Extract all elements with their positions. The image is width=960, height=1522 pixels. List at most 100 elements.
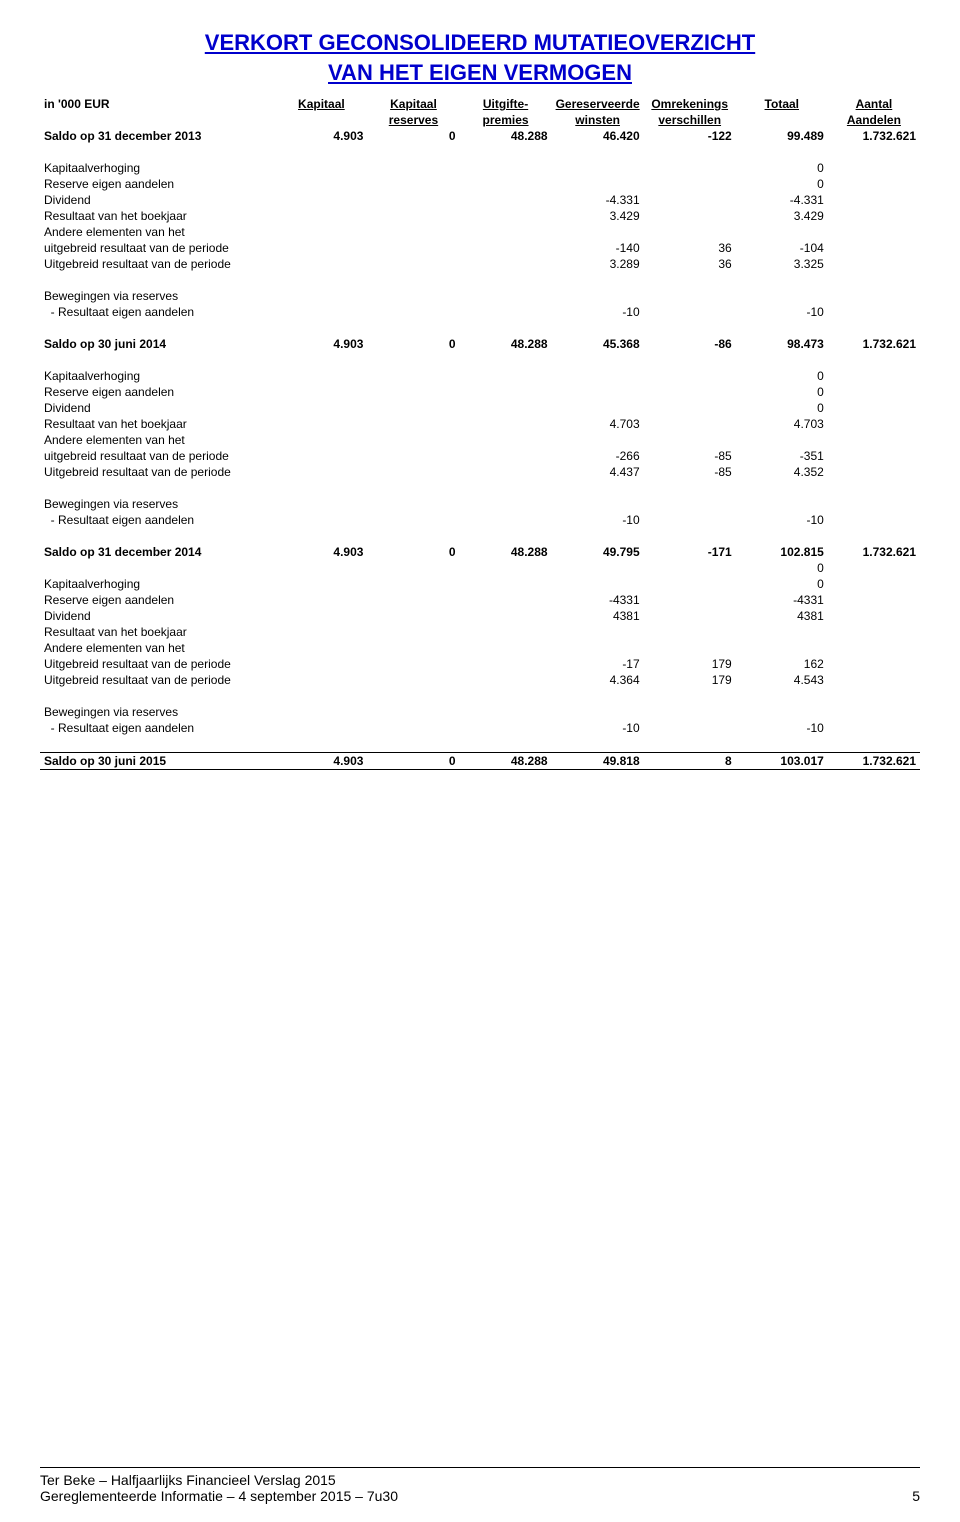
unit-label: in '000 EUR	[40, 96, 275, 128]
table-row: - Resultaat eigen aandelen-10-10	[40, 720, 920, 736]
cell	[275, 592, 367, 608]
cell	[828, 576, 920, 592]
page-title-line2: VAN HET EIGEN VERMOGEN	[40, 60, 920, 86]
col-header-3-b: winsten	[552, 112, 644, 128]
cell	[828, 176, 920, 192]
cell	[828, 384, 920, 400]
cell	[460, 496, 552, 512]
col-header-2-a: Uitgifte-	[460, 96, 552, 112]
col-header-2-b: premies	[460, 112, 552, 128]
cell	[828, 432, 920, 448]
cell	[275, 160, 367, 176]
cell: 46.420	[552, 128, 644, 144]
row-label: Kapitaalverhoging	[40, 576, 275, 592]
cell	[828, 656, 920, 672]
cell	[367, 640, 459, 656]
cell: 0	[367, 544, 459, 560]
cell	[367, 672, 459, 688]
cell	[552, 288, 644, 304]
cell: 1.732.621	[828, 544, 920, 560]
table-body: Saldo op 31 december 20134.903048.28846.…	[40, 128, 920, 770]
table-row: Uitgebreid resultaat van de periode3.289…	[40, 256, 920, 272]
cell	[460, 624, 552, 640]
cell	[367, 592, 459, 608]
cell	[367, 160, 459, 176]
cell: -10	[736, 304, 828, 320]
table-row: Dividend0	[40, 400, 920, 416]
cell	[644, 176, 736, 192]
cell: 1.732.621	[828, 128, 920, 144]
table-row: Kapitaalverhoging0	[40, 368, 920, 384]
cell: 1.732.621	[828, 336, 920, 352]
cell	[460, 592, 552, 608]
col-header-0-a: Kapitaal	[275, 96, 367, 112]
cell	[460, 400, 552, 416]
cell	[275, 288, 367, 304]
cell	[367, 208, 459, 224]
cell: 0	[367, 128, 459, 144]
cell	[460, 512, 552, 528]
cell: 4.352	[736, 464, 828, 480]
row-label: Reserve eigen aandelen	[40, 384, 275, 400]
cell	[275, 560, 367, 576]
cell: 3.325	[736, 256, 828, 272]
cell	[460, 656, 552, 672]
cell	[275, 576, 367, 592]
cell	[275, 608, 367, 624]
row-label: uitgebreid resultaat van de periode	[40, 240, 275, 256]
cell	[275, 656, 367, 672]
cell	[644, 288, 736, 304]
cell	[552, 560, 644, 576]
cell	[275, 256, 367, 272]
row-label: Saldo op 30 juni 2014	[40, 336, 275, 352]
cell	[460, 256, 552, 272]
cell	[275, 176, 367, 192]
cell: -85	[644, 464, 736, 480]
cell	[828, 256, 920, 272]
row-label: - Resultaat eigen aandelen	[40, 720, 275, 736]
cell	[828, 160, 920, 176]
cell: 0	[736, 560, 828, 576]
cell	[828, 672, 920, 688]
cell	[275, 304, 367, 320]
cell	[644, 304, 736, 320]
cell	[828, 624, 920, 640]
cell	[275, 192, 367, 208]
table-row: Uitgebreid resultaat van de periode-1717…	[40, 656, 920, 672]
cell	[275, 512, 367, 528]
table-row: Andere elementen van het	[40, 224, 920, 240]
cell: 45.368	[552, 336, 644, 352]
cell	[828, 288, 920, 304]
cell	[644, 208, 736, 224]
cell	[460, 560, 552, 576]
cell	[552, 576, 644, 592]
cell	[736, 704, 828, 720]
cell	[460, 608, 552, 624]
footer-line2-left: Gereglementeerde Informatie – 4 septembe…	[40, 1488, 398, 1504]
table-row: Reserve eigen aandelen0	[40, 384, 920, 400]
col-header-3-a: Gereserveerde	[552, 96, 644, 112]
cell: 36	[644, 256, 736, 272]
cell	[552, 384, 644, 400]
cell	[828, 368, 920, 384]
cell	[275, 384, 367, 400]
cell	[367, 288, 459, 304]
cell	[367, 704, 459, 720]
cell: -10	[736, 512, 828, 528]
cell	[644, 224, 736, 240]
cell: 48.288	[460, 128, 552, 144]
cell	[367, 656, 459, 672]
cell	[367, 192, 459, 208]
cell	[552, 224, 644, 240]
cell: 49.818	[552, 753, 644, 770]
cell	[736, 640, 828, 656]
cell: 48.288	[460, 544, 552, 560]
col-header-1-b: reserves	[367, 112, 459, 128]
row-label: Bewegingen via reserves	[40, 496, 275, 512]
cell: -351	[736, 448, 828, 464]
row-label: Resultaat van het boekjaar	[40, 208, 275, 224]
cell	[828, 608, 920, 624]
row-label: Saldo op 31 december 2013	[40, 128, 275, 144]
cell	[367, 224, 459, 240]
table-row: Kapitaalverhoging0	[40, 576, 920, 592]
